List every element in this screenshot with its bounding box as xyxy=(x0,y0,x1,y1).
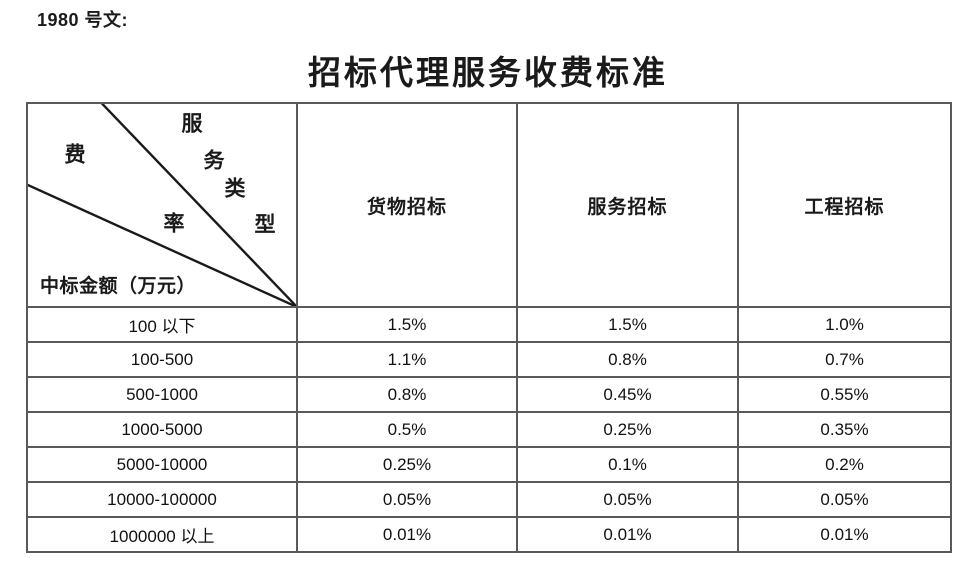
document-number-label: 1980 号文: xyxy=(37,10,129,30)
rate-value-cell: 0.25% xyxy=(296,446,518,483)
rate-value-cell: 0.01% xyxy=(296,516,518,553)
amount-range-cell: 100-500 xyxy=(26,341,298,378)
diagonal-line-upper xyxy=(100,104,296,306)
amount-range-cell: 1000-5000 xyxy=(26,411,298,448)
table-row: 100 以下 1.5% 1.5% 1.0% xyxy=(26,306,952,343)
rate-value-cell: 1.5% xyxy=(516,306,739,343)
rate-value-cell: 1.1% xyxy=(296,341,518,378)
column-header-services: 服务招标 xyxy=(516,102,739,308)
rate-value-cell: 0.1% xyxy=(516,446,739,483)
rate-value-cell: 0.05% xyxy=(296,481,518,518)
rate-value-cell: 0.35% xyxy=(737,411,952,448)
diagonal-lines-graphic xyxy=(28,104,296,306)
diagonal-line-lower xyxy=(28,183,296,306)
table-row: 500-1000 0.8% 0.45% 0.55% xyxy=(26,376,952,413)
table-header-row: 服 务 类 型 费 率 中标金额（万元） 货物招标 服务招标 工程招标 xyxy=(26,102,952,308)
rate-value-cell: 0.8% xyxy=(516,341,739,378)
amount-range-cell: 500-1000 xyxy=(26,376,298,413)
rate-label-char: 率 xyxy=(163,211,185,236)
table-row: 1000-5000 0.5% 0.25% 0.35% xyxy=(26,411,952,448)
rate-value-cell: 0.45% xyxy=(516,376,739,413)
rate-value-cell: 0.01% xyxy=(737,516,952,553)
service-type-label-char: 型 xyxy=(254,212,276,237)
rate-value-cell: 1.5% xyxy=(296,306,518,343)
rate-value-cell: 0.8% xyxy=(296,376,518,413)
diagonal-corner-cell: 服 务 类 型 费 率 中标金额（万元） xyxy=(26,102,298,308)
diagonal-corner-content: 服 务 类 型 费 率 中标金额（万元） xyxy=(28,104,296,306)
rate-value-cell: 1.0% xyxy=(737,306,952,343)
amount-axis-label: 中标金额（万元） xyxy=(40,276,197,297)
page-title: 招标代理服务收费标准 xyxy=(308,56,668,92)
service-type-label-char: 类 xyxy=(224,176,246,201)
rate-value-cell: 0.01% xyxy=(516,516,739,553)
rate-value-cell: 0.55% xyxy=(737,376,952,413)
rate-value-cell: 0.25% xyxy=(516,411,739,448)
fee-standard-table: 服 务 类 型 费 率 中标金额（万元） 货物招标 服务招标 工程招标 100 … xyxy=(26,102,952,553)
table-row: 1000000 以上 0.01% 0.01% 0.01% xyxy=(26,516,952,553)
service-type-label-char: 务 xyxy=(203,148,225,173)
rate-value-cell: 0.7% xyxy=(737,341,952,378)
amount-range-cell: 1000000 以上 xyxy=(26,516,298,553)
column-header-goods: 货物招标 xyxy=(296,102,518,308)
service-type-label-char: 服 xyxy=(181,111,203,136)
amount-range-cell: 100 以下 xyxy=(26,306,298,343)
rate-value-cell: 0.05% xyxy=(516,481,739,518)
table-row: 100-500 1.1% 0.8% 0.7% xyxy=(26,341,952,378)
rate-value-cell: 0.2% xyxy=(737,446,952,483)
rate-value-cell: 0.05% xyxy=(737,481,952,518)
amount-range-cell: 5000-10000 xyxy=(26,446,298,483)
rate-value-cell: 0.5% xyxy=(296,411,518,448)
table-row: 10000-100000 0.05% 0.05% 0.05% xyxy=(26,481,952,518)
rate-label-char: 费 xyxy=(64,142,86,167)
table-row: 5000-10000 0.25% 0.1% 0.2% xyxy=(26,446,952,483)
amount-range-cell: 10000-100000 xyxy=(26,481,298,518)
column-header-engineering: 工程招标 xyxy=(737,102,952,308)
